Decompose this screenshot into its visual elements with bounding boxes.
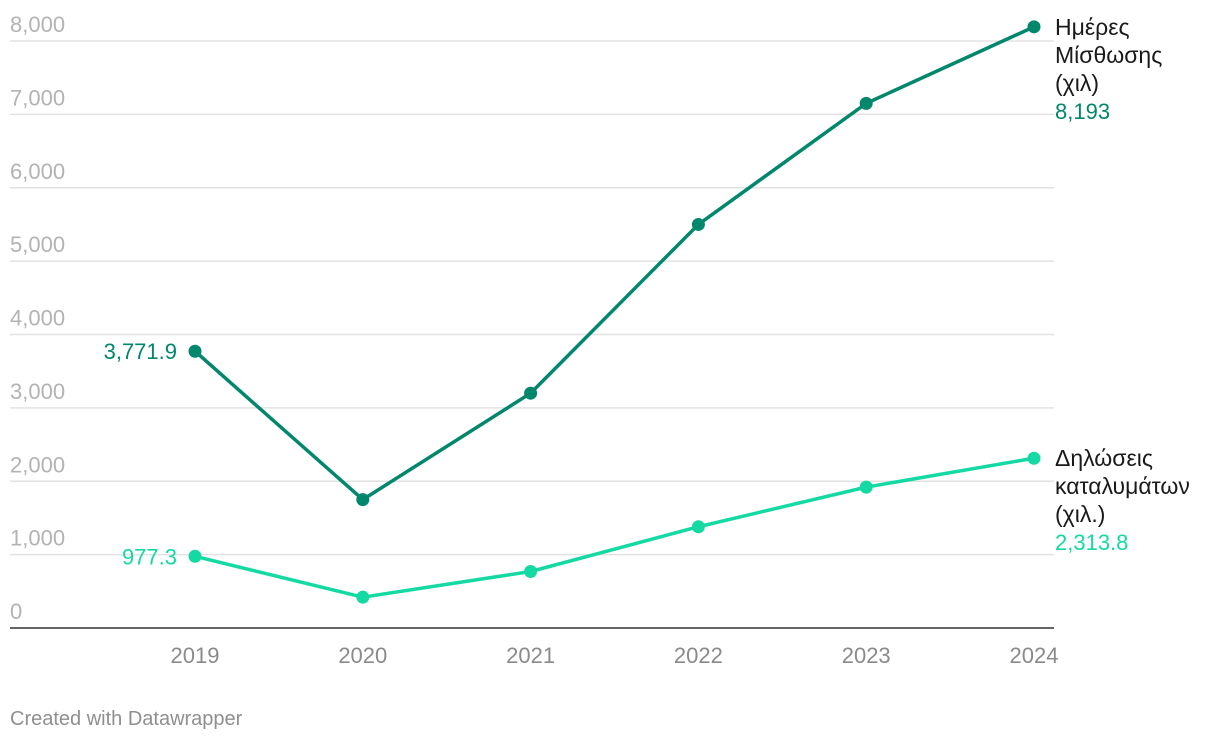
y-tick-label: 1,000 — [10, 526, 65, 551]
data-point — [188, 344, 202, 358]
data-point — [188, 549, 202, 563]
series-name-label: Μίσθωσης — [1055, 42, 1162, 68]
data-point — [691, 217, 705, 231]
end-value-label: 8,193 — [1055, 99, 1110, 124]
line-chart: 0 1,000 2,000 3,000 4,000 5,000 6,000 7,000 8,00… — [10, 12, 1190, 668]
data-point — [356, 493, 370, 507]
series-name-label: Δηλώσεις — [1055, 445, 1153, 471]
end-value-label: 2,313.8 — [1055, 530, 1128, 555]
x-tick-label: 2023 — [842, 643, 891, 668]
data-point — [524, 565, 538, 579]
data-point — [524, 386, 538, 400]
y-tick-label: 0 — [10, 599, 22, 624]
y-tick-label: 7,000 — [10, 85, 65, 110]
data-point — [859, 96, 873, 110]
series-name-label: (χιλ) — [1055, 70, 1099, 96]
x-tick-label: 2019 — [171, 643, 220, 668]
credit-text: Created with Datawrapper — [10, 708, 243, 730]
y-axis-ticks: 0 1,000 2,000 3,000 4,000 5,000 6,000 7,000 8,00… — [10, 12, 65, 624]
data-point — [859, 480, 873, 494]
x-tick-label: 2024 — [1010, 643, 1059, 668]
gridlines — [10, 40, 1054, 629]
y-tick-label: 8,000 — [10, 12, 65, 37]
y-tick-label: 3,000 — [10, 379, 65, 404]
start-value-label: 3,771.9 — [104, 339, 177, 364]
x-tick-label: 2021 — [506, 643, 555, 668]
start-value-label: 977.3 — [122, 544, 177, 569]
series-layer — [188, 20, 1041, 604]
y-tick-label: 2,000 — [10, 452, 65, 477]
series-name-label: (χιλ.) — [1055, 501, 1105, 527]
series-line — [193, 25, 1036, 502]
x-tick-label: 2020 — [338, 643, 387, 668]
x-tick-label: 2022 — [674, 643, 723, 668]
y-tick-label: 4,000 — [10, 306, 65, 331]
series-name-label: καταλυμάτων — [1055, 473, 1190, 499]
data-point — [1027, 20, 1041, 34]
data-point — [1027, 451, 1041, 465]
y-tick-label: 6,000 — [10, 159, 65, 184]
y-tick-label: 5,000 — [10, 232, 65, 257]
series-line — [193, 456, 1036, 599]
x-axis-ticks: 2019 2020 2021 2022 2023 2024 — [171, 643, 1059, 668]
data-point — [356, 590, 370, 604]
data-point — [691, 520, 705, 534]
series-name-label: Ημέρες — [1055, 14, 1130, 40]
